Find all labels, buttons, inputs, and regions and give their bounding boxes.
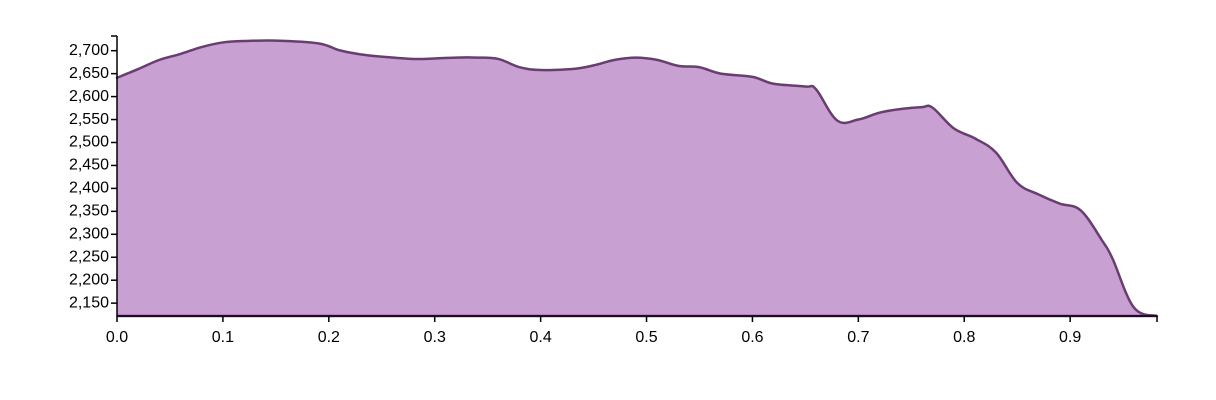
y-tick-label: 2,650 — [69, 65, 109, 82]
x-tick-label: 0.6 — [741, 329, 763, 346]
y-tick-label: 2,500 — [69, 134, 109, 151]
y-tick-label: 2,400 — [69, 180, 109, 197]
y-tick-label: 2,350 — [69, 203, 109, 220]
y-tick-label: 2,450 — [69, 157, 109, 174]
x-tick-label: 0.2 — [318, 329, 340, 346]
y-tick-label: 2,150 — [69, 294, 109, 311]
y-tick-label: 2,300 — [69, 226, 109, 243]
x-tick-label: 0.1 — [212, 329, 234, 346]
x-tick-label: 0.0 — [106, 329, 128, 346]
y-tick-label: 2,700 — [69, 42, 109, 59]
axes: 2,150 2,200 2,250 2,300 2,350 2,400 2,450 2,500… — [69, 35, 1158, 346]
y-tick-label: 2,600 — [69, 88, 109, 105]
x-tick-label: 0.8 — [953, 329, 975, 346]
y-tick-label: 2,200 — [69, 271, 109, 288]
x-tick-label: 0.3 — [424, 329, 446, 346]
area-fill — [117, 40, 1157, 316]
x-tick-label: 0.9 — [1059, 329, 1081, 346]
x-tick-label: 0.5 — [635, 329, 657, 346]
y-tick-label: 2,250 — [69, 248, 109, 265]
x-tick-label: 0.7 — [847, 329, 869, 346]
y-tick-label: 2,550 — [69, 111, 109, 128]
x-tick-label: 0.4 — [530, 329, 552, 346]
area-line — [115, 39, 1159, 318]
area-layer — [115, 39, 1159, 318]
